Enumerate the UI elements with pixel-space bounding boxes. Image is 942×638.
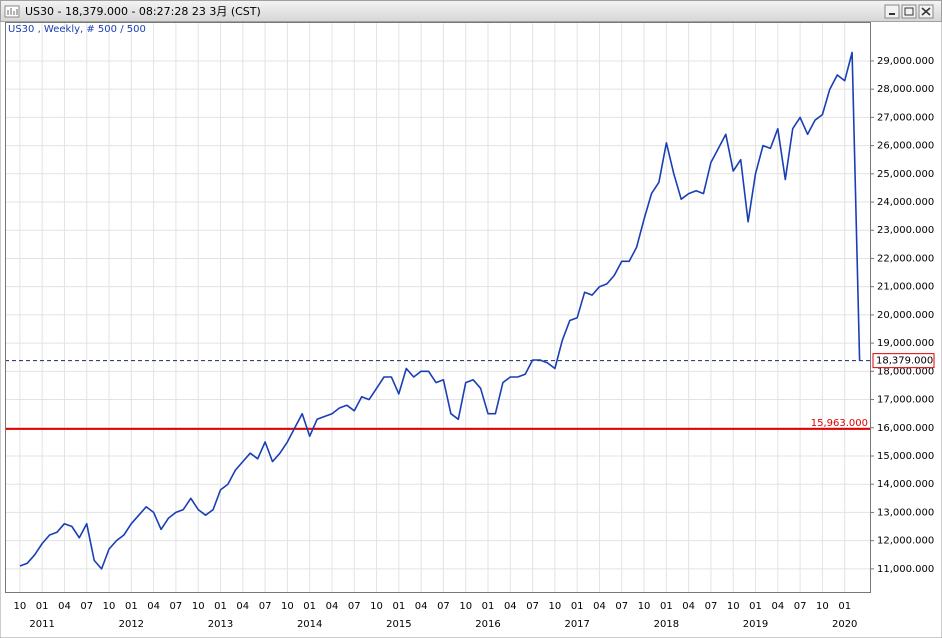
current-price-box xyxy=(872,353,935,369)
x-tick-label: 01 xyxy=(214,601,227,612)
current-price-label: 18,379.000 xyxy=(876,356,933,367)
x-tick-label: 07 xyxy=(348,601,361,612)
y-tick-label: 13,000.000 xyxy=(877,507,934,518)
y-tick-label: 24,000.000 xyxy=(877,197,934,208)
x-tick-label: 07 xyxy=(615,601,628,612)
x-year-label: 2019 xyxy=(743,619,768,630)
x-tick-label: 10 xyxy=(192,601,205,612)
y-tick-label: 21,000.000 xyxy=(877,282,934,293)
y-tick-label: 22,000.000 xyxy=(877,253,934,264)
x-tick-label: 10 xyxy=(103,601,116,612)
y-tick-label: 17,000.000 xyxy=(877,395,934,406)
app-icon xyxy=(4,5,20,18)
y-tick-label: 11,000.000 xyxy=(877,564,934,575)
x-tick-label: 01 xyxy=(660,601,673,612)
x-tick-label: 07 xyxy=(526,601,539,612)
x-tick-label: 01 xyxy=(571,601,584,612)
x-tick-label: 01 xyxy=(392,601,405,612)
x-tick-label: 07 xyxy=(794,601,807,612)
y-tick-label: 26,000.000 xyxy=(877,141,934,152)
x-tick-label: 07 xyxy=(437,601,450,612)
x-tick-label: 10 xyxy=(816,601,829,612)
x-year-label: 2014 xyxy=(297,619,322,630)
x-tick-label: 01 xyxy=(36,601,49,612)
y-tick-label: 19,000.000 xyxy=(877,338,934,349)
y-tick-label: 15,000.000 xyxy=(877,451,934,462)
x-year-label: 2013 xyxy=(208,619,233,630)
x-year-label: 2016 xyxy=(475,619,500,630)
x-tick-label: 01 xyxy=(125,601,138,612)
x-tick-label: 01 xyxy=(749,601,762,612)
x-tick-label: 04 xyxy=(58,601,71,612)
y-tick-label: 12,000.000 xyxy=(877,536,934,547)
y-tick-label: 18,000.000 xyxy=(877,366,934,377)
x-tick-label: 04 xyxy=(593,601,606,612)
x-tick-label: 07 xyxy=(259,601,272,612)
x-tick-label: 01 xyxy=(482,601,495,612)
maximize-button[interactable] xyxy=(901,4,917,19)
plot-area: 10 01 04 07 10 01 04 07 10 01 04 07 10 01 04 07 10 01 04 07… xyxy=(5,22,935,630)
x-tick-label: 07 xyxy=(705,601,718,612)
x-tick-label: 10 xyxy=(459,601,472,612)
x-tick-label: 01 xyxy=(303,601,316,612)
x-tick-label: 10 xyxy=(549,601,562,612)
close-button[interactable] xyxy=(918,4,934,19)
y-tick-label: 28,000.000 xyxy=(877,84,934,95)
x-tick-label: 10 xyxy=(281,601,294,612)
minimize-button[interactable] xyxy=(884,4,900,19)
x-tick-label: 10 xyxy=(638,601,651,612)
x-tick-label: 07 xyxy=(80,601,93,612)
x-year-label: 2012 xyxy=(119,619,144,630)
x-tick-label: 10 xyxy=(13,601,26,612)
x-tick-label: 04 xyxy=(326,601,339,612)
y-tick-label: 14,000.000 xyxy=(877,479,934,490)
price-line xyxy=(19,51,861,570)
x-tick-label: 01 xyxy=(838,601,851,612)
x-tick-label: 10 xyxy=(727,601,740,612)
y-tick-label: 23,000.000 xyxy=(877,225,934,236)
x-tick-label: 04 xyxy=(504,601,517,612)
x-year-label: 2018 xyxy=(654,619,679,630)
x-tick-label: 07 xyxy=(170,601,183,612)
x-tick-label: 04 xyxy=(771,601,784,612)
x-year-label: 2011 xyxy=(29,619,54,630)
y-tick-label: 27,000.000 xyxy=(877,112,934,123)
x-tick-label: 04 xyxy=(682,601,695,612)
level-label: 15,963.000 xyxy=(811,418,868,429)
x-tick-label: 10 xyxy=(370,601,383,612)
chart-subtitle: US30 , Weekly, # 500 / 500 xyxy=(8,24,146,35)
x-tick-label: 04 xyxy=(236,601,249,612)
y-tick-label: 16,000.000 xyxy=(877,423,934,434)
y-tick-label: 29,000.000 xyxy=(877,56,934,67)
x-tick-label: 04 xyxy=(415,601,428,612)
x-year-label: 2020 xyxy=(832,619,857,630)
y-tick-label: 25,000.000 xyxy=(877,169,934,180)
y-tick-label: 20,000.000 xyxy=(877,310,934,321)
x-year-label: 2017 xyxy=(564,619,589,630)
window-title: US30 - 18,379.000 - 08:27:28 23 3月 (CST) xyxy=(25,5,261,18)
x-tick-label: 04 xyxy=(147,601,160,612)
plot-frame xyxy=(5,22,871,593)
x-year-label: 2015 xyxy=(386,619,411,630)
